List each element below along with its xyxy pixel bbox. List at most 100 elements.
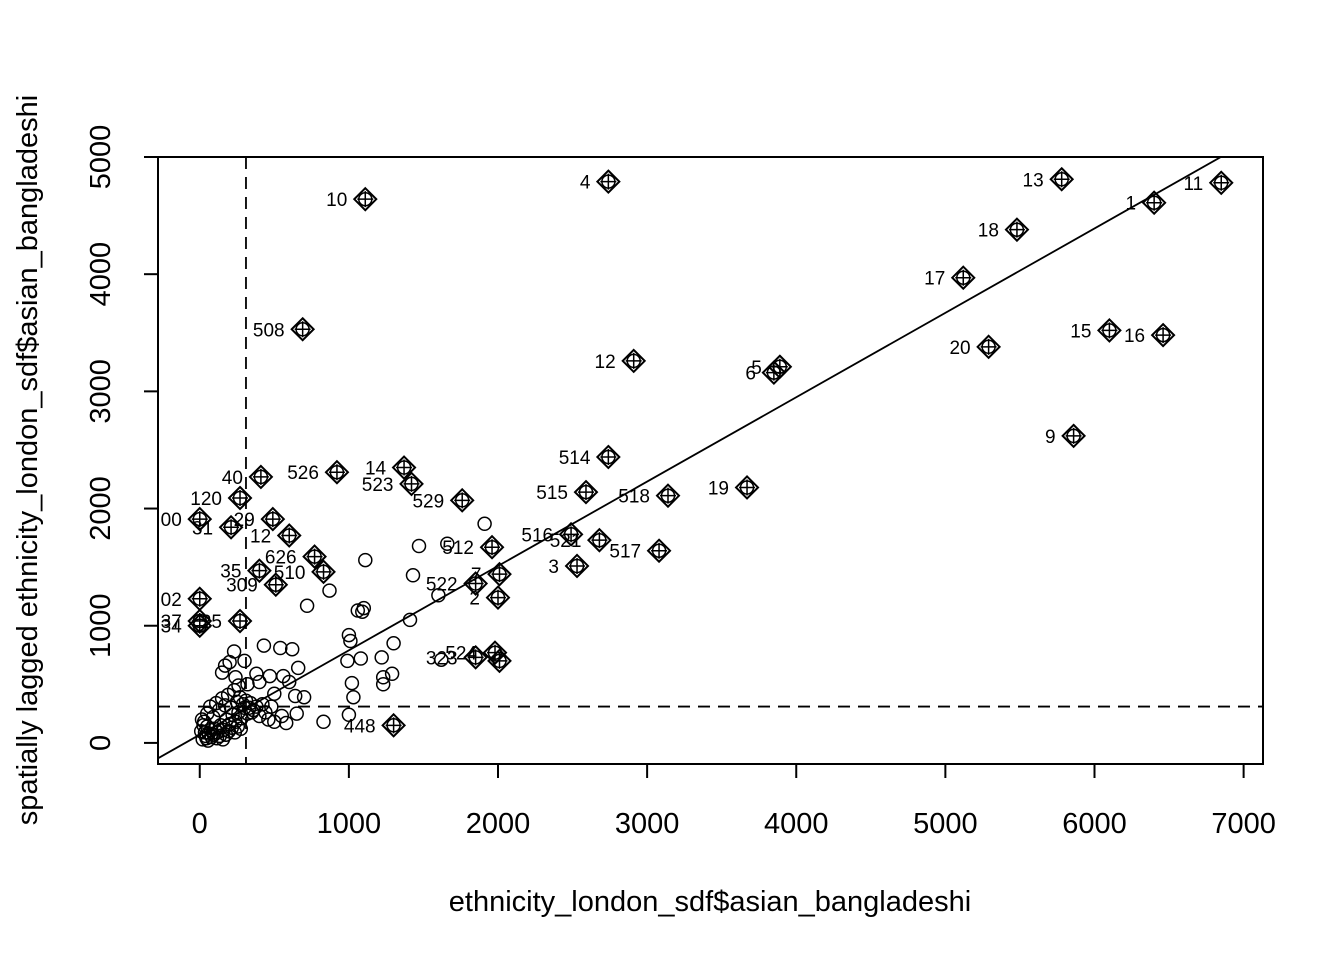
influential-point-cross: [264, 511, 281, 528]
influential-point: 14: [365, 455, 417, 480]
influential-point-cross: [357, 191, 374, 208]
influential-point-diamond: [482, 640, 508, 666]
influential-point-cross: [252, 468, 269, 485]
y-tick-label: 5000: [85, 125, 117, 190]
influential-point-diamond: [734, 475, 760, 500]
data-point: [209, 730, 225, 746]
influential-point-diamond: [227, 608, 253, 634]
point-label: 518: [618, 487, 650, 508]
influential-point-cross: [191, 590, 208, 607]
influential-point: 9: [1045, 423, 1087, 449]
influential-point-cross: [491, 566, 508, 583]
influential-point-cross: [267, 576, 284, 593]
x-axis: 0 1000 2000 3000 4000 5000 6000 7000: [192, 763, 1276, 840]
data-point: [358, 552, 373, 568]
point-label: 17: [924, 269, 945, 290]
point-label: 16: [1124, 326, 1145, 347]
point-label: 12: [250, 527, 271, 548]
influential-point-cross: [739, 479, 756, 496]
influential-point-diamond: [1096, 318, 1122, 343]
influential-point: 514: [559, 444, 621, 470]
data-points: [193, 516, 492, 748]
influential-point-cross: [191, 511, 208, 528]
influential-point-cross: [251, 562, 268, 579]
data-point: [411, 538, 427, 554]
influential-point: 13: [1023, 166, 1075, 192]
point-label: 5: [751, 358, 762, 379]
point-label: 40: [222, 468, 243, 489]
influential-point-diamond: [260, 506, 286, 532]
influential-point-diamond: [324, 459, 350, 485]
influential-point-cross: [591, 532, 608, 549]
influential-point: 309: [226, 572, 289, 598]
influential-point: 34: [161, 613, 213, 639]
data-point: [434, 652, 449, 667]
point-label: 510: [274, 563, 306, 584]
data-point: [341, 627, 357, 643]
influential-point: 25: [201, 608, 253, 634]
influential-point: 521: [550, 527, 612, 553]
influential-point-diamond: [1061, 423, 1087, 449]
influential-point-diamond: [449, 487, 475, 513]
data-point: [217, 658, 233, 673]
data-point: [240, 677, 255, 692]
data-point: [231, 678, 246, 693]
influential-point: 448: [344, 712, 407, 738]
data-point: [290, 660, 306, 676]
influential-point-diamond: [227, 485, 253, 511]
data-point: [273, 640, 288, 656]
data-point: [230, 719, 246, 734]
influential-point-cross: [467, 575, 484, 592]
influential-point-cross: [385, 717, 402, 734]
influential-point-diamond: [399, 471, 424, 497]
data-point: [228, 670, 243, 685]
point-label: 521: [550, 531, 582, 552]
influential-point-diamond: [1141, 190, 1167, 216]
data-point: [267, 686, 282, 701]
influential-point: 35: [220, 558, 272, 584]
influential-point: 20: [949, 334, 1002, 360]
point-label: 524: [445, 644, 477, 665]
influential-point-diamond: [381, 712, 407, 738]
point-label: 20: [949, 338, 970, 359]
y-axis-title: spatially lagged ethnicity_london_sdf$as…: [12, 95, 44, 825]
influential-point: 15: [1070, 318, 1122, 343]
influential-point-diamond: [302, 544, 327, 570]
influential-point-diamond: [463, 571, 489, 596]
influential-point-cross: [191, 617, 208, 634]
data-point: [237, 653, 252, 669]
point-label: 00: [161, 510, 182, 531]
y-tick-label: 3000: [85, 359, 117, 424]
influential-point: 120: [190, 485, 253, 511]
point-label: 323: [426, 648, 458, 669]
influential-point-cross: [660, 487, 676, 504]
influential-point-diamond: [595, 169, 621, 195]
data-point: [375, 677, 391, 692]
data-point: [284, 641, 300, 657]
influential-point-diamond: [761, 360, 787, 386]
point-label: 3: [548, 557, 559, 578]
influential-point-diamond: [187, 506, 213, 532]
y-axis: 0 1000 2000 3000 4000 5000: [85, 125, 159, 751]
influential-point: 508: [253, 316, 316, 342]
influential-point-diamond: [950, 265, 976, 291]
influential-point-cross: [765, 364, 782, 381]
point-label: 29: [234, 510, 255, 531]
influential-point-diamond: [485, 585, 511, 611]
data-point: [384, 666, 400, 682]
point-label: 514: [559, 448, 591, 469]
influential-point: 40: [222, 464, 274, 490]
data-point: [341, 707, 357, 723]
data-point: [405, 568, 421, 583]
influential-point: 323: [426, 644, 489, 670]
influential-point: 16: [1124, 322, 1176, 348]
data-point: [322, 583, 337, 598]
influential-point-cross: [403, 475, 420, 492]
data-point: [197, 725, 213, 740]
influential-point-diamond: [1150, 322, 1176, 348]
influential-point: 6: [745, 360, 787, 386]
influential-point-diamond: [564, 553, 590, 579]
influential-point: 512: [442, 534, 505, 560]
